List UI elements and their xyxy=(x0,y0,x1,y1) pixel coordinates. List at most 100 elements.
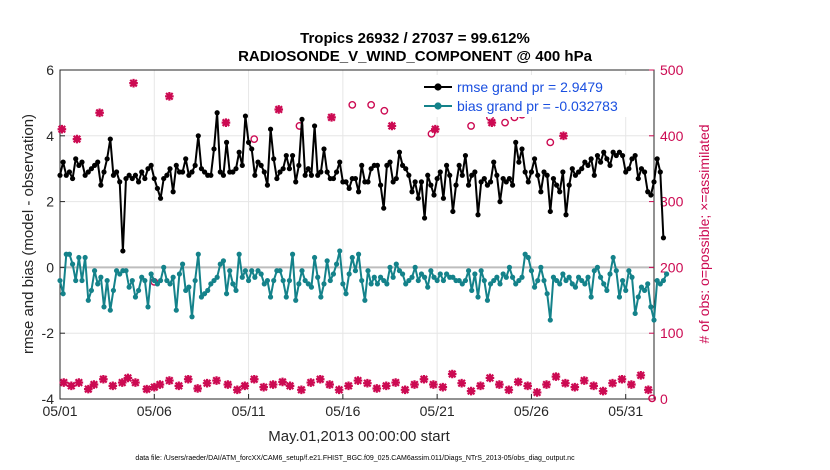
obs-assimilated-marker xyxy=(221,118,231,127)
rmse-point xyxy=(557,189,563,195)
rmse-point xyxy=(597,159,604,165)
obs-assimilated-marker xyxy=(306,378,316,387)
bias-point xyxy=(648,304,654,310)
obs-assimilated-marker xyxy=(297,385,306,395)
bias-point xyxy=(117,271,123,277)
rmse-point xyxy=(201,169,208,175)
plot-background xyxy=(60,70,654,399)
bias-point xyxy=(632,310,638,317)
bias-point xyxy=(161,264,167,270)
bias-point xyxy=(381,277,387,284)
bias-point xyxy=(387,264,393,270)
bias-point xyxy=(242,268,249,274)
rmse-point xyxy=(255,159,261,165)
bias-point xyxy=(327,277,333,284)
rmse-point xyxy=(472,169,478,175)
rmse-point xyxy=(277,169,283,175)
rmse-point xyxy=(566,182,572,188)
obs-assimilated-marker xyxy=(99,374,108,384)
rmse-point xyxy=(264,182,271,188)
bias-point xyxy=(428,268,434,274)
bias-point xyxy=(500,271,506,277)
bias-point xyxy=(619,277,626,284)
bias-point xyxy=(217,261,223,267)
bias-point xyxy=(651,317,657,323)
rmse-point xyxy=(76,162,82,169)
bias-point xyxy=(491,277,497,284)
obs-assimilated-marker xyxy=(83,384,93,394)
rmse-point xyxy=(337,159,343,165)
rmse-point xyxy=(343,179,349,185)
obs-possible-marker xyxy=(546,138,555,147)
bias-point xyxy=(437,271,443,277)
bias-point xyxy=(227,268,233,274)
obs-assimilated-marker xyxy=(400,385,410,395)
y-tick-label: 2 xyxy=(46,194,54,210)
bias-point xyxy=(607,271,613,277)
obs-assimilated-marker xyxy=(117,378,127,387)
bias-point xyxy=(220,258,227,264)
obs-assimilated-marker xyxy=(174,381,184,391)
rmse-point xyxy=(623,169,629,175)
rmse-point xyxy=(151,175,157,182)
obs-assimilated-marker xyxy=(504,385,514,395)
bias-point xyxy=(91,268,98,274)
x-tick-label: 05/26 xyxy=(514,403,549,419)
rmse-point xyxy=(293,179,299,185)
rmse-point xyxy=(513,139,519,145)
rmse-point xyxy=(60,159,66,165)
obs-assimilated-marker xyxy=(551,372,561,381)
bias-point xyxy=(431,274,437,280)
bias-point xyxy=(296,281,302,287)
rmse-point xyxy=(443,162,450,169)
bias-point xyxy=(179,261,186,267)
bias-point xyxy=(252,274,258,280)
bias-point xyxy=(95,281,101,287)
bias-point xyxy=(377,274,384,280)
bias-point xyxy=(135,287,142,294)
rmse-point xyxy=(572,172,579,178)
legend-box xyxy=(418,75,650,117)
rmse-point xyxy=(541,169,547,175)
bias-point xyxy=(315,274,321,280)
rmse-point xyxy=(161,175,167,182)
bias-point xyxy=(519,274,525,280)
rmse-point xyxy=(607,162,613,169)
bias-point xyxy=(509,274,516,280)
y-tick-label: -4 xyxy=(42,391,55,407)
bias-point xyxy=(346,271,352,277)
rmse-point xyxy=(616,149,623,155)
obs-assimilated-marker xyxy=(387,121,397,131)
rmse-point xyxy=(324,169,330,175)
rmse-point xyxy=(368,166,374,172)
bias-point xyxy=(547,317,553,323)
bias-point xyxy=(513,281,519,287)
bias-point xyxy=(154,281,161,287)
rmse-point xyxy=(267,126,274,132)
bias-point xyxy=(255,268,261,274)
rmse-point xyxy=(173,162,179,169)
obs-assimilated-marker xyxy=(57,124,67,134)
bias-point xyxy=(107,307,113,313)
obs-assimilated-marker xyxy=(381,381,391,391)
bias-point xyxy=(459,281,465,287)
rmse-point xyxy=(117,179,123,185)
rmse-point xyxy=(654,156,660,162)
rmse-point xyxy=(538,189,544,195)
rmse-point xyxy=(456,162,462,169)
bias-point xyxy=(626,268,632,274)
bias-point xyxy=(139,274,145,280)
obs-assimilated-marker xyxy=(278,377,287,387)
obs-assimilated-marker xyxy=(447,369,457,379)
bias-point xyxy=(236,251,242,257)
bias-point xyxy=(601,281,607,287)
rmse-point xyxy=(299,116,305,122)
rmse-point xyxy=(484,182,491,188)
bias-point xyxy=(192,277,198,284)
bias-point xyxy=(399,271,406,277)
rmse-point xyxy=(450,208,456,215)
obs-assimilated-marker xyxy=(608,378,617,388)
bias-point xyxy=(553,277,560,284)
rmse-point xyxy=(428,182,434,188)
